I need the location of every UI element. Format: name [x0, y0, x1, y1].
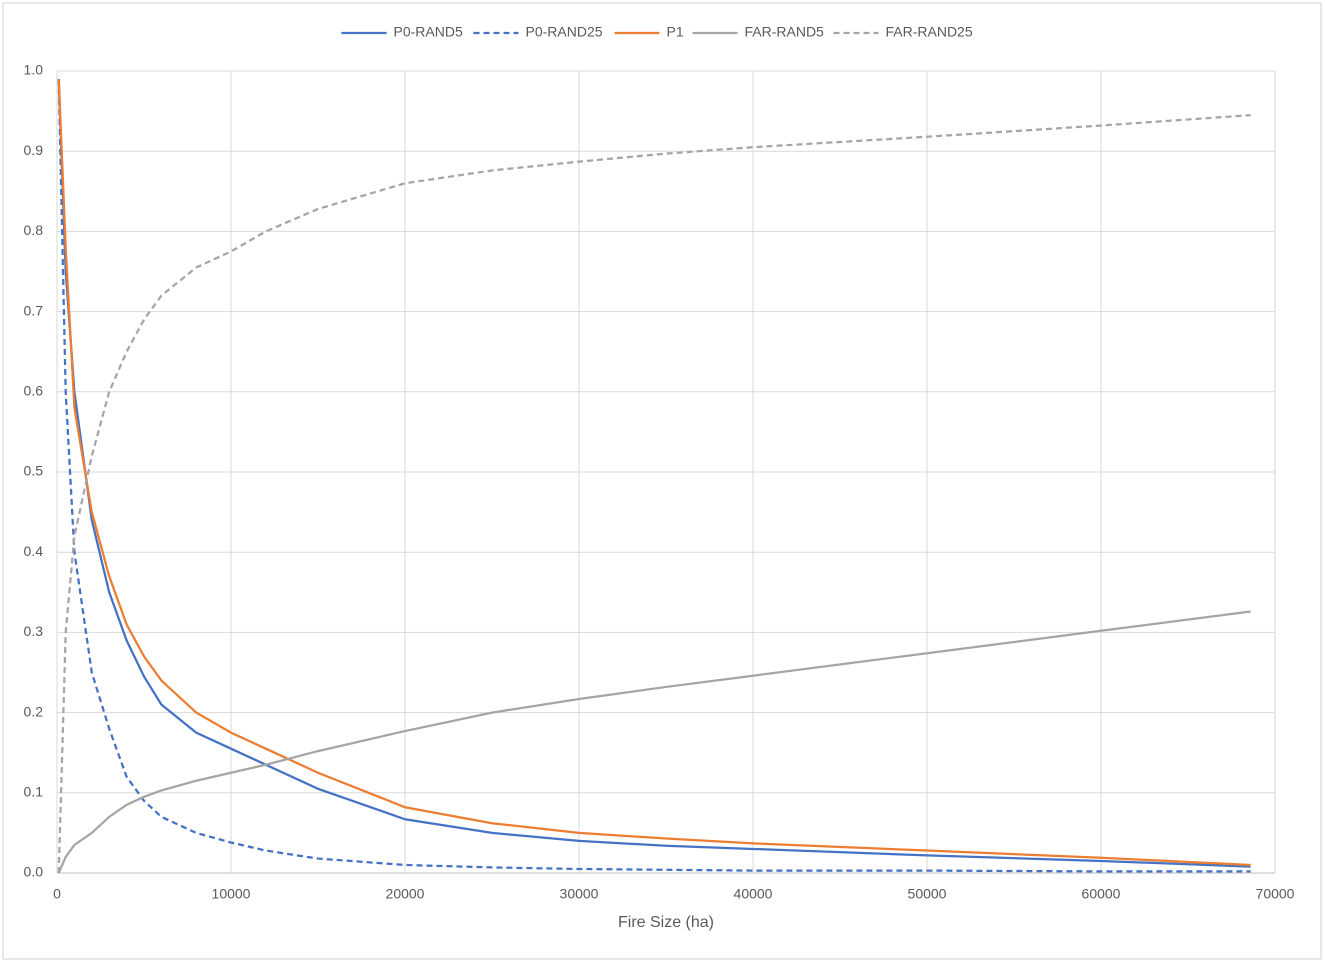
- y-tick-label: 0.1: [24, 784, 44, 800]
- line-series: [57, 78, 1251, 868]
- x-tick-label: 0: [53, 886, 61, 902]
- line-series: [57, 610, 1251, 874]
- x-tick-label: 60000: [1082, 886, 1121, 902]
- x-tick-label: 30000: [560, 886, 599, 902]
- legend-label: P0-RAND5: [394, 24, 463, 40]
- y-tick-label: 0.2: [24, 703, 44, 719]
- y-tick-label: 0.5: [24, 463, 44, 479]
- legend-label: P0-RAND25: [526, 24, 603, 40]
- x-tick-label: 70000: [1256, 886, 1295, 902]
- y-tick-label: 0.4: [24, 543, 44, 559]
- legend-label: P1: [667, 24, 684, 40]
- legend-label: FAR-RAND25: [886, 24, 973, 40]
- y-tick-label: 0.6: [24, 383, 44, 399]
- line-series: [57, 78, 1251, 873]
- y-tick-label: 0.9: [24, 142, 44, 158]
- legend-label: FAR-RAND5: [745, 24, 825, 40]
- x-tick-label: 40000: [734, 886, 773, 902]
- x-tick-label: 10000: [212, 886, 251, 902]
- y-tick-label: 1.0: [24, 62, 44, 78]
- line-series: [57, 78, 1251, 867]
- x-tick-label: 20000: [386, 886, 425, 902]
- y-tick-label: 0.7: [24, 302, 44, 318]
- line-series: [57, 113, 1251, 874]
- y-tick-label: 0.3: [24, 623, 44, 639]
- x-axis-title: Fire Size (ha): [618, 914, 714, 931]
- x-tick-label: 50000: [908, 886, 947, 902]
- y-tick-label: 0.0: [24, 864, 44, 880]
- y-tick-label: 0.8: [24, 222, 44, 238]
